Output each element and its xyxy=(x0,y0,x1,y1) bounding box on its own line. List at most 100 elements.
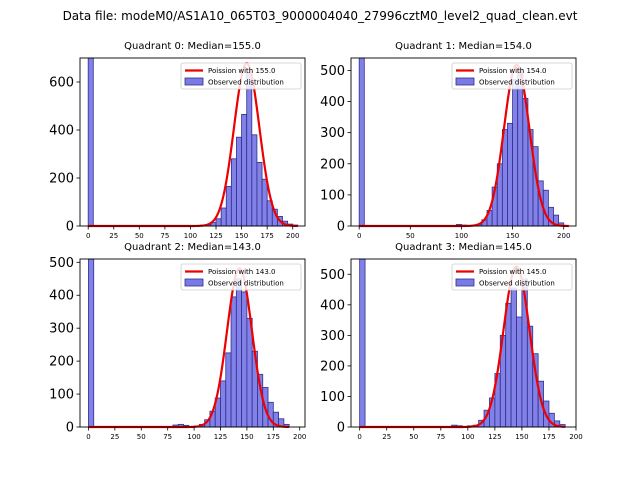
quadrant-2-hist-bar-12 xyxy=(235,278,243,428)
quadrant-1-ytick-label-2: 200 xyxy=(320,157,345,172)
quadrant-2-axes-frame xyxy=(79,258,306,428)
quadrant-2-hist-bar-13 xyxy=(241,291,248,428)
quadrant-2-legend-line-label: Poission with 143.0 xyxy=(208,268,276,276)
quadrant-0-hist-bar-13 xyxy=(256,161,263,227)
quadrant-2-ytick-label-4: 400 xyxy=(49,289,74,304)
quadrant-3-ytick-label-3: 300 xyxy=(320,329,345,344)
quadrant-0-xtick-label-0: 0 xyxy=(86,232,90,240)
quadrant-0-legend-hist-swatch xyxy=(184,77,204,86)
quadrant-1-xtick-label-0: 0 xyxy=(357,232,361,240)
quadrant-0-axes-frame xyxy=(79,57,306,227)
quadrant-2-hist-bar-10 xyxy=(225,352,232,428)
quadrant-1-legend-line-label: Poission with 154.0 xyxy=(479,67,547,75)
quadrant-3-ytick-label-4: 400 xyxy=(320,298,345,313)
quadrant-0-legend-line-label: Poission with 155.0 xyxy=(208,67,276,75)
quadrant-0-xtick-label-6: 150 xyxy=(235,232,248,240)
quadrant-3-chart: Quadrant 3: Median=145.0 0 25 50 75 100 125 150… xyxy=(320,242,583,441)
quadrant-2-legend-hist-swatch xyxy=(184,278,204,287)
quadrant-0-xtick-label-2: 50 xyxy=(135,232,144,240)
quadrant-2-xtick-label-1: 25 xyxy=(110,433,119,441)
quadrant-0-hist-bar-10 xyxy=(241,114,248,227)
quadrant-3-ytick-label-5: 500 xyxy=(320,268,345,283)
quadrant-0-hist-bar-7 xyxy=(225,185,232,227)
quadrant-2-xtick-label-6: 150 xyxy=(240,433,253,441)
quadrant-1-legend-box xyxy=(451,62,573,90)
quadrant-1-ytick-label-5: 500 xyxy=(320,64,345,79)
quadrant-0-chart: Quadrant 0: Median=155.0 0 25 50 75 100 125 150… xyxy=(49,41,306,240)
quadrant-1-ytick-label-4: 400 xyxy=(320,95,345,110)
quadrant-0-ytick-label-1: 200 xyxy=(49,172,74,187)
quadrant-3-ytick-label-2: 200 xyxy=(320,359,345,374)
quadrant-3-legend-hist-swatch xyxy=(455,278,475,287)
quadrant-1-xtick-label-3: 150 xyxy=(506,232,519,240)
quadrant-3-xtick-label-1: 25 xyxy=(382,433,391,441)
quadrant-2-ytick-label-5: 500 xyxy=(49,256,74,271)
quadrant-0-ytick-label-0: 0 xyxy=(66,220,74,235)
quadrant-2-xtick-label-4: 100 xyxy=(187,433,200,441)
quadrant-1-xtick-label-2: 100 xyxy=(455,232,468,240)
figure-suptitle: Data file: modeM0/AS1A10_065T03_90000040… xyxy=(63,9,578,23)
quadrant-3-hist-bar-12 xyxy=(516,316,523,428)
quadrant-3-xtick-label-8: 200 xyxy=(569,433,582,441)
quadrant-0-hist-bar-0 xyxy=(87,57,94,227)
quadrant-2-hist-bar-0 xyxy=(88,258,95,428)
quadrant-2-chart: Quadrant 2: Median=143.0 0 25 50 75 100 125 150… xyxy=(49,242,306,441)
quadrant-2-hist-bar-11 xyxy=(230,296,237,428)
quadrant-3-hist-bar-11 xyxy=(510,287,517,428)
quadrant-1-hist-bar-8 xyxy=(501,129,508,227)
quadrant-3-hist-bar-10 xyxy=(505,302,512,428)
quadrant-0-hist-bar-8 xyxy=(230,158,237,227)
quadrant-3-legend: Poission with 145.0 Observed distribution xyxy=(451,263,573,291)
quadrant-3-xtick-label-4: 100 xyxy=(461,433,474,441)
quadrant-1-title: Quadrant 1: Median=154.0 xyxy=(395,41,532,52)
quadrant-1-chart: Quadrant 1: Median=154.0 0 50 100 150 200 0 100… xyxy=(320,41,577,240)
quadrant-1-ytick-label-3: 300 xyxy=(320,126,345,141)
quadrant-0-ytick-label-2: 400 xyxy=(49,124,74,139)
quadrant-3-title: Quadrant 3: Median=145.0 xyxy=(395,242,532,253)
quadrant-0-legend-hist-label: Observed distribution xyxy=(208,79,284,87)
quadrant-0-xtick-label-1: 25 xyxy=(109,232,118,240)
quadrant-3-xtick-label-3: 75 xyxy=(436,433,445,441)
quadrant-3-xtick-label-2: 50 xyxy=(409,433,418,441)
quadrant-0-xtick-label-7: 175 xyxy=(260,232,273,240)
quadrant-2-ytick-label-1: 100 xyxy=(49,388,74,403)
quadrant-1-hist-bar-11 xyxy=(517,68,524,227)
quadrant-0-title: Quadrant 0: Median=155.0 xyxy=(124,41,261,52)
quadrant-3-ytick-label-1: 100 xyxy=(320,390,345,405)
quadrant-1-hist-bar-0 xyxy=(358,57,365,227)
quadrant-2-xtick-label-0: 0 xyxy=(86,433,90,441)
quadrant-1-hist-bar-10 xyxy=(512,79,519,227)
quadrant-3-axes-frame xyxy=(350,258,577,428)
quadrant-2-xtick-label-8: 200 xyxy=(293,433,306,441)
quadrant-3-ytick-label-0: 0 xyxy=(337,421,345,436)
quadrant-1-legend-hist-label: Observed distribution xyxy=(479,79,555,87)
quadrant-2-xtick-label-5: 125 xyxy=(214,433,227,441)
quadrant-2-xtick-label-7: 175 xyxy=(267,433,280,441)
quadrant-1-ytick-label-1: 100 xyxy=(320,188,345,203)
quadrant-2-ytick-label-0: 0 xyxy=(66,421,74,436)
quadrant-1-xtick-label-4: 200 xyxy=(557,232,570,240)
quadrant-1-hist-bar-9 xyxy=(507,122,513,227)
quadrant-3-legend-line-label: Poission with 145.0 xyxy=(479,268,547,276)
quadrant-1-legend-hist-swatch xyxy=(455,77,475,86)
quadrant-0-hist-bar-11 xyxy=(246,72,253,227)
quadrant-1-xtick-label-1: 50 xyxy=(406,232,415,240)
quadrant-1-legend: Poission with 154.0 Observed distribution xyxy=(451,62,573,90)
quadrant-0-xtick-label-3: 75 xyxy=(160,232,169,240)
quadrant-3-xtick-label-0: 0 xyxy=(357,433,361,441)
quadrant-2-ytick-label-3: 300 xyxy=(49,322,74,337)
quadrant-1-ytick-label-0: 0 xyxy=(337,220,345,235)
quadrant-0-legend-box xyxy=(180,62,302,90)
quadrant-0-ytick-label-3: 600 xyxy=(49,76,74,91)
quadrant-1-axes-frame xyxy=(350,57,577,227)
quadrant-2-legend: Poission with 143.0 Observed distribution xyxy=(180,263,302,291)
quadrant-2-xtick-label-2: 50 xyxy=(137,433,146,441)
quadrant-3-legend-box xyxy=(451,263,573,291)
quadrant-3-xtick-label-7: 175 xyxy=(542,433,555,441)
quadrant-0-hist-bar-9 xyxy=(236,136,242,227)
quadrant-0-hist-bar-5 xyxy=(215,218,222,227)
quadrant-2-title: Quadrant 2: Median=143.0 xyxy=(124,242,261,253)
quadrant-0-xtick-label-5: 125 xyxy=(209,232,222,240)
quadrant-2-hist-bar-9 xyxy=(220,380,227,428)
quadrant-3-xtick-label-6: 150 xyxy=(515,433,528,441)
